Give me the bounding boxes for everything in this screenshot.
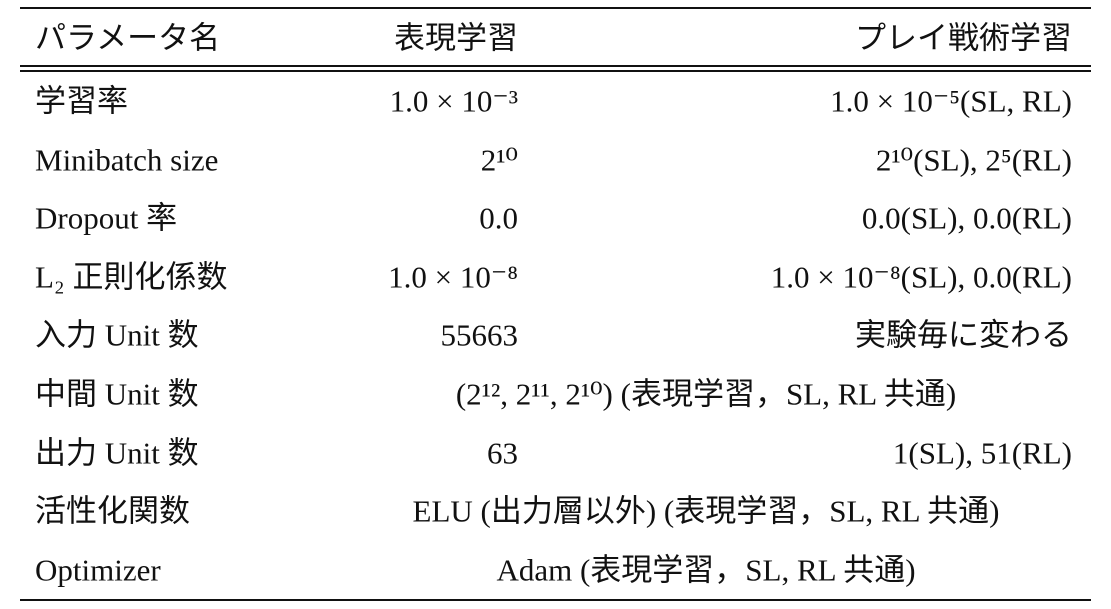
row-label: 活性化関数 <box>35 493 190 529</box>
cell-value: Adam (表現学習，SL, RL 共通) <box>496 552 916 588</box>
row-label: Dropout 率 <box>35 200 178 236</box>
row-label: 出力 Unit 数 <box>35 435 199 471</box>
header-rule <box>20 65 1091 67</box>
cell-value: 1.0 × 10⁻³ <box>389 83 518 119</box>
row-label: 中間 Unit 数 <box>35 376 199 412</box>
cell-value: ELU (出力層以外) (表現学習，SL, RL 共通) <box>412 493 1000 529</box>
cell-value: 1(SL), 51(RL) <box>892 435 1072 471</box>
cell-value: 0.0(SL), 0.0(RL) <box>861 200 1072 236</box>
top-rule <box>20 7 1091 9</box>
header-cell: 表現学習 <box>394 20 518 56</box>
row-label: Minibatch size <box>35 142 219 178</box>
cell-value: 55663 <box>440 317 519 353</box>
row-label: L₂ 正則化係数 <box>35 259 228 295</box>
cell-value: 1.0 × 10⁻⁸(SL), 0.0(RL) <box>770 259 1072 295</box>
bottom-rule <box>20 599 1091 601</box>
cell-value: 0.0 <box>479 200 518 236</box>
row-label: Optimizer <box>35 552 161 588</box>
cell-value: 1.0 × 10⁻⁸ <box>388 259 518 295</box>
row-label: 学習率 <box>35 83 128 119</box>
cell-value: 実験毎に変わる <box>855 317 1072 353</box>
cell-value: (2¹², 2¹¹, 2¹⁰) (表現学習，SL, RL 共通) <box>455 376 957 412</box>
header-cell: パラメータ名 <box>35 20 221 56</box>
cell-value: 1.0 × 10⁻⁵(SL, RL) <box>830 83 1072 119</box>
cell-value: 2¹⁰ <box>480 142 518 178</box>
cell-value: 63 <box>487 435 518 471</box>
row-label: 入力 Unit 数 <box>35 317 199 353</box>
cell-value: 2¹⁰(SL), 2⁵(RL) <box>875 142 1072 178</box>
header-cell: プレイ戦術学習 <box>855 20 1072 56</box>
header-rule <box>20 70 1091 72</box>
